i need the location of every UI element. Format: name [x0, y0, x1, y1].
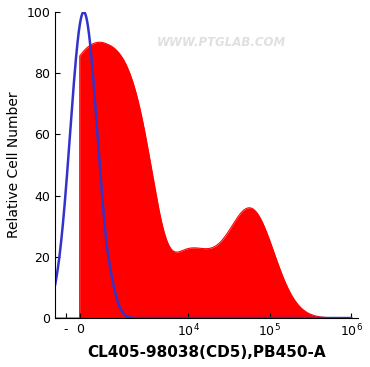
- X-axis label: CL405-98038(CD5),PB450-A: CL405-98038(CD5),PB450-A: [87, 345, 326, 360]
- Text: WWW.PTGLAB.COM: WWW.PTGLAB.COM: [157, 36, 286, 50]
- Y-axis label: Relative Cell Number: Relative Cell Number: [7, 92, 21, 238]
